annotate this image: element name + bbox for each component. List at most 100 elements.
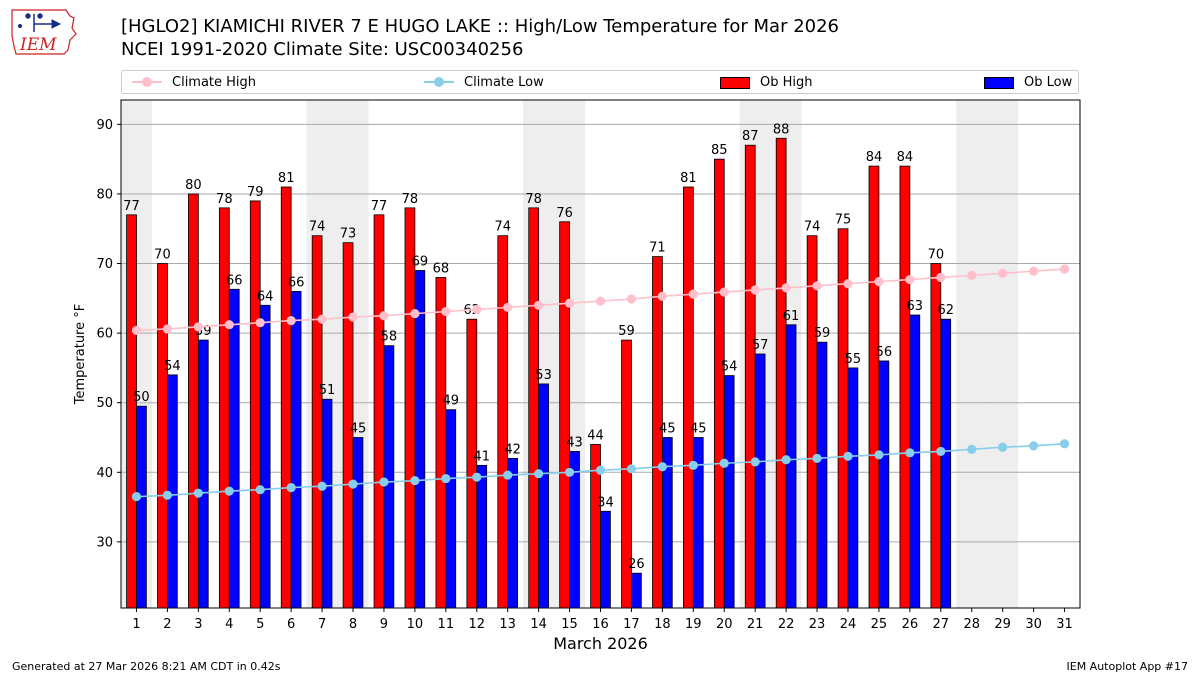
ob-low-bar-9 bbox=[383, 345, 395, 609]
climate-low-point-12 bbox=[472, 472, 482, 482]
ob-high-label-22: 88 bbox=[773, 122, 790, 137]
ob-high-label-1: 77 bbox=[123, 199, 140, 214]
xtick-label-31: 31 bbox=[1056, 617, 1073, 632]
climate-low-swatch bbox=[424, 75, 454, 89]
climate-high-point-31 bbox=[1059, 264, 1070, 274]
ytick-label-40: 40 bbox=[96, 466, 113, 481]
ob-high-bar-25 bbox=[868, 165, 880, 609]
generated-footer: Generated at 27 Mar 2026 8:21 AM CDT in … bbox=[12, 660, 281, 673]
climate-low-point-28 bbox=[967, 444, 977, 454]
xtick-label-30: 30 bbox=[1025, 617, 1042, 632]
ob-high-bar-7 bbox=[311, 235, 323, 609]
ob-low-label-20: 54 bbox=[721, 360, 738, 375]
ob-low-bar-11 bbox=[445, 409, 457, 609]
ob-low-bar-17 bbox=[631, 572, 642, 609]
weekend-shade-29 bbox=[987, 100, 1019, 608]
climate-low-point-31 bbox=[1059, 439, 1070, 449]
climate-high-point-27 bbox=[936, 272, 946, 283]
climate-low-point-14 bbox=[534, 469, 544, 479]
ob-low-label-4: 66 bbox=[226, 273, 243, 288]
ob-low-label-16: 34 bbox=[597, 495, 614, 510]
ob-low-label-12: 41 bbox=[473, 449, 490, 464]
climate-high-point-18 bbox=[657, 291, 667, 301]
ob-high-label-25: 84 bbox=[866, 150, 883, 165]
ob-low-label-8: 45 bbox=[350, 422, 367, 437]
ytick-label-50: 50 bbox=[96, 396, 113, 411]
xtick-label-9: 9 bbox=[380, 617, 388, 632]
ob-high-bar-22 bbox=[775, 137, 787, 609]
climate-high-point-2 bbox=[162, 324, 173, 334]
ytick-label-80: 80 bbox=[96, 187, 113, 202]
legend-climate-high: Climate High bbox=[132, 71, 256, 93]
climate-low-point-27 bbox=[936, 446, 946, 457]
xtick-label-2: 2 bbox=[163, 617, 171, 632]
chart-subtitle: NCEI 1991-2020 Climate Site: USC00340256 bbox=[121, 39, 524, 60]
ob-high-bar-2 bbox=[157, 263, 168, 609]
climate-high-point-17 bbox=[626, 294, 637, 304]
ob-low-bar-10 bbox=[414, 270, 426, 609]
ob-low-bar-14 bbox=[538, 383, 549, 609]
climate-low-point-20 bbox=[719, 458, 729, 468]
ob-high-bar-9 bbox=[373, 214, 385, 609]
ytick-label-70: 70 bbox=[96, 257, 113, 272]
climate-low-point-7 bbox=[317, 481, 327, 491]
ob-low-bar-12 bbox=[476, 464, 488, 609]
xtick-label-14: 14 bbox=[530, 617, 547, 632]
climate-low-point-9 bbox=[379, 477, 389, 487]
ob-low-bar-5 bbox=[259, 304, 271, 609]
climate-high-point-19 bbox=[688, 289, 698, 299]
climate-high-point-7 bbox=[317, 314, 327, 324]
xtick-label-18: 18 bbox=[654, 617, 671, 632]
ob-high-label-20: 85 bbox=[711, 143, 728, 158]
climate-high-point-25 bbox=[874, 277, 884, 287]
iem-logo: IEM bbox=[11, 9, 77, 55]
ob-high-label-7: 74 bbox=[309, 220, 326, 235]
ob-high-bar-20 bbox=[713, 158, 725, 609]
climate-low-point-2 bbox=[162, 490, 173, 500]
xtick-label-24: 24 bbox=[840, 617, 857, 632]
climate-high-point-12 bbox=[472, 304, 482, 315]
ob-high-label-13: 74 bbox=[494, 220, 511, 235]
legend-ob-high-label: Ob High bbox=[760, 74, 813, 90]
climate-high-point-29 bbox=[998, 268, 1008, 278]
ob-high-label-26: 84 bbox=[897, 150, 914, 165]
ob-high-bar-1 bbox=[126, 214, 137, 609]
ob-high-label-19: 81 bbox=[680, 171, 697, 186]
climate-high-point-24 bbox=[843, 279, 853, 289]
ob-high-bar-11 bbox=[435, 277, 447, 609]
chart-title: [HGLO2] KIAMICHI RIVER 7 E HUGO LAKE :: … bbox=[121, 16, 840, 37]
ob-high-bar-19 bbox=[683, 186, 694, 609]
ob-low-bar-6 bbox=[290, 290, 302, 609]
ob-low-bar-13 bbox=[507, 457, 518, 609]
climate-high-point-14 bbox=[534, 300, 544, 310]
climate-high-point-22 bbox=[781, 283, 791, 293]
climate-high-point-16 bbox=[595, 296, 606, 306]
ob-high-bar-15 bbox=[559, 221, 570, 609]
ob-low-label-6: 66 bbox=[288, 275, 305, 290]
ob-low-bar-7 bbox=[321, 398, 333, 609]
climate-high-point-1 bbox=[131, 325, 142, 335]
climate-high-point-13 bbox=[503, 302, 513, 312]
ob-high-swatch bbox=[720, 75, 750, 89]
ob-low-bar-24 bbox=[847, 367, 859, 609]
climate-low-point-4 bbox=[224, 486, 234, 496]
climate-high-point-26 bbox=[905, 274, 915, 285]
xtick-label-13: 13 bbox=[499, 617, 516, 632]
xtick-label-6: 6 bbox=[287, 617, 295, 632]
ob-low-label-5: 64 bbox=[257, 289, 274, 304]
climate-low-point-3 bbox=[193, 488, 203, 498]
climate-high-point-21 bbox=[750, 285, 760, 295]
ob-low-bar-1 bbox=[136, 405, 147, 609]
climate-high-point-5 bbox=[255, 318, 265, 328]
xtick-label-20: 20 bbox=[716, 617, 733, 632]
xtick-label-19: 19 bbox=[685, 617, 702, 632]
xtick-label-11: 11 bbox=[438, 617, 455, 632]
ob-low-label-18: 45 bbox=[659, 422, 676, 437]
ob-low-label-13: 42 bbox=[504, 442, 521, 457]
ob-high-label-10: 78 bbox=[402, 192, 419, 207]
ob-low-label-24: 55 bbox=[845, 352, 862, 367]
ob-high-bar-5 bbox=[249, 200, 261, 609]
ob-low-bar-20 bbox=[723, 375, 735, 609]
ob-high-bar-26 bbox=[899, 165, 911, 609]
ob-low-label-10: 69 bbox=[412, 254, 429, 269]
